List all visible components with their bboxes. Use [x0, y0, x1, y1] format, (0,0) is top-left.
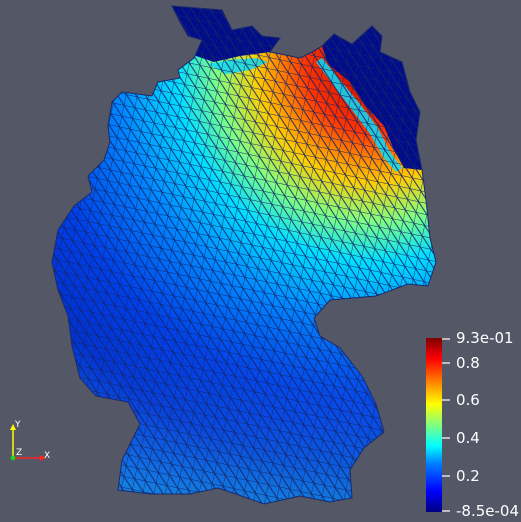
colorbar-tick-label-0: 0.8 — [456, 354, 480, 372]
colorbar-tick-label-2: 0.4 — [456, 429, 480, 447]
y-axis-label: Y — [15, 420, 21, 430]
colorbar-ticks — [442, 338, 450, 512]
z-axis-label: Z — [16, 448, 23, 458]
z-axis-dot — [10, 455, 16, 461]
x-axis-label: X — [44, 451, 51, 461]
colorbar-tick-label-3: 0.2 — [456, 467, 480, 485]
colorbar-tick-label-1: 0.6 — [456, 391, 480, 409]
colorbar-min-label: -8.5e-04 — [456, 502, 519, 520]
orientation-axes-widget — [10, 424, 46, 461]
colorbar-max-label: 9.3e-01 — [456, 329, 514, 347]
colorbar-gradient — [426, 338, 442, 512]
colorbar — [426, 338, 450, 512]
y-axis-arrow — [10, 424, 16, 430]
x-axis-arrow — [40, 455, 46, 461]
